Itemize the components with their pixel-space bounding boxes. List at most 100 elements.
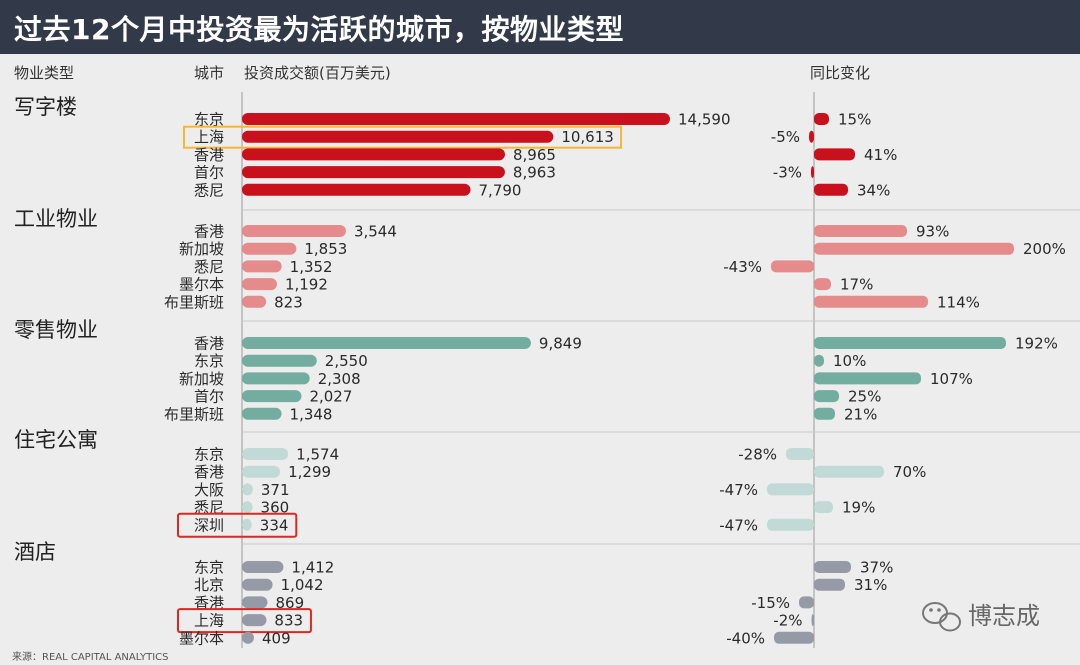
volume-bar bbox=[242, 166, 505, 179]
volume-bar bbox=[242, 561, 284, 573]
volume-label: 1,352 bbox=[290, 258, 333, 276]
volume-bar bbox=[242, 614, 267, 627]
yoy-label: -40% bbox=[726, 629, 765, 647]
volume-bar bbox=[242, 372, 310, 385]
volume-label: 1,299 bbox=[288, 463, 331, 481]
header-city: 城市 bbox=[194, 64, 224, 82]
watermark: 博志成 bbox=[922, 602, 1040, 632]
header-volume: 投资成交额(百万美元) bbox=[244, 64, 391, 82]
yoy-bar bbox=[814, 148, 855, 161]
volume-bar bbox=[242, 578, 273, 591]
yoy-bar bbox=[814, 278, 831, 291]
volume-bar bbox=[242, 242, 297, 255]
volume-bar bbox=[242, 337, 531, 349]
yoy-label: -2% bbox=[773, 612, 802, 630]
yoy-label: 200% bbox=[1023, 240, 1066, 258]
yoy-label: 70% bbox=[893, 463, 926, 481]
yoy-label: 114% bbox=[937, 293, 980, 311]
volume-bar bbox=[242, 130, 554, 143]
property-type-label: 酒店 bbox=[14, 540, 56, 564]
city-label: 布里斯班 bbox=[164, 293, 224, 311]
yoy-bar bbox=[799, 596, 814, 609]
volume-label: 371 bbox=[261, 481, 290, 499]
yoy-label: 93% bbox=[916, 223, 949, 241]
volume-label: 10,613 bbox=[561, 128, 614, 146]
volume-label: 409 bbox=[262, 629, 291, 647]
yoy-label: 10% bbox=[833, 352, 866, 370]
yoy-label: 17% bbox=[840, 276, 873, 294]
yoy-bar bbox=[811, 614, 814, 627]
yoy-label: 31% bbox=[854, 576, 887, 594]
volume-bar bbox=[242, 113, 670, 125]
volume-bar bbox=[242, 148, 505, 161]
yoy-bar bbox=[786, 448, 814, 460]
yoy-bar bbox=[814, 372, 921, 385]
city-label: 布里斯班 bbox=[164, 405, 224, 423]
volume-bar bbox=[242, 295, 267, 308]
city-label: 首尔 bbox=[194, 164, 224, 182]
volume-label: 8,965 bbox=[513, 146, 556, 164]
city-label: 香港 bbox=[194, 335, 224, 353]
volume-label: 9,849 bbox=[539, 335, 582, 353]
yoy-label: -28% bbox=[738, 446, 777, 464]
header-property-type: 物业类型 bbox=[14, 64, 74, 82]
volume-label: 2,308 bbox=[318, 370, 361, 388]
yoy-bar bbox=[814, 354, 824, 367]
yoy-bar bbox=[767, 483, 814, 496]
yoy-label: 19% bbox=[842, 499, 875, 517]
yoy-bar bbox=[814, 242, 1014, 255]
volume-bar bbox=[242, 278, 277, 291]
yoy-bar bbox=[814, 295, 928, 308]
city-label: 新加坡 bbox=[179, 240, 224, 258]
yoy-label: 107% bbox=[930, 370, 973, 388]
city-label: 墨尔本 bbox=[179, 276, 224, 294]
city-label: 上海 bbox=[194, 612, 224, 630]
watermark-text: 博志成 bbox=[968, 602, 1040, 630]
volume-bar bbox=[242, 631, 254, 644]
yoy-bar bbox=[814, 337, 1006, 349]
volume-bar bbox=[242, 483, 253, 496]
volume-label: 1,192 bbox=[285, 276, 328, 294]
volume-bar bbox=[242, 390, 302, 403]
title-bar: 过去12个月中投资最为活跃的城市，按物业类型 bbox=[0, 0, 1080, 54]
yoy-bar bbox=[814, 465, 884, 478]
yoy-label: -43% bbox=[723, 258, 762, 276]
volume-label: 2,027 bbox=[309, 388, 352, 406]
yoy-bar bbox=[814, 390, 839, 403]
yoy-bar bbox=[811, 166, 814, 179]
property-type-label: 写字楼 bbox=[14, 95, 77, 119]
header-yoy: 同比变化 bbox=[810, 64, 870, 82]
yoy-label: -15% bbox=[751, 594, 790, 612]
volume-label: 3,544 bbox=[354, 223, 397, 241]
yoy-bar bbox=[814, 183, 848, 196]
volume-label: 1,412 bbox=[291, 559, 334, 577]
volume-bar bbox=[242, 183, 471, 196]
yoy-bar bbox=[814, 561, 851, 573]
volume-label: 869 bbox=[275, 594, 304, 612]
city-label: 上海 bbox=[194, 128, 224, 146]
volume-bar bbox=[242, 354, 317, 367]
yoy-label: 34% bbox=[857, 181, 890, 199]
volume-bar bbox=[242, 596, 268, 609]
yoy-label: 21% bbox=[844, 405, 877, 423]
volume-bar bbox=[242, 448, 289, 460]
volume-bar bbox=[242, 518, 252, 531]
city-label: 新加坡 bbox=[179, 370, 224, 388]
volume-label: 823 bbox=[274, 293, 303, 311]
volume-label: 14,590 bbox=[678, 111, 731, 129]
city-label: 东京 bbox=[194, 352, 224, 370]
volume-bar bbox=[242, 501, 253, 514]
city-label: 悉尼 bbox=[194, 499, 224, 517]
volume-bar bbox=[242, 407, 282, 420]
city-label: 墨尔本 bbox=[179, 629, 224, 647]
city-label: 香港 bbox=[194, 594, 224, 612]
volume-label: 334 bbox=[260, 516, 289, 534]
city-label: 悉尼 bbox=[194, 258, 224, 276]
volume-label: 833 bbox=[274, 612, 303, 630]
yoy-bar bbox=[814, 225, 907, 237]
highlight-box bbox=[177, 608, 312, 634]
volume-label: 7,790 bbox=[479, 181, 522, 199]
yoy-label: 37% bbox=[860, 559, 893, 577]
yoy-label: -3% bbox=[773, 164, 802, 182]
